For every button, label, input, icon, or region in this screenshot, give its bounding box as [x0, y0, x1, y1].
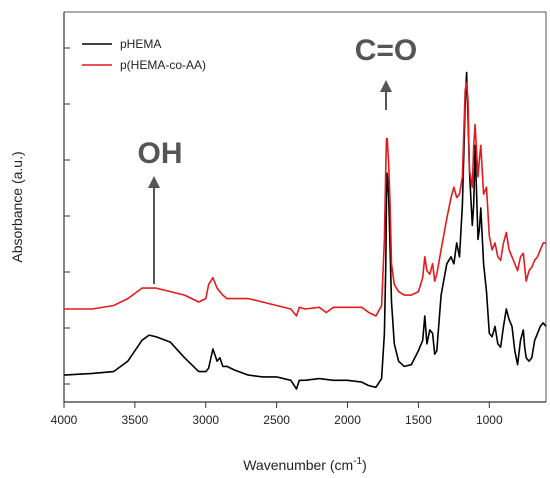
annotation-oh-label: OH — [138, 137, 183, 170]
annotation-co-arrow-head — [380, 80, 392, 92]
y-axis-title: Absorbance (a.u.) — [9, 151, 25, 262]
x-tick-label-2000: 2000 — [334, 413, 361, 427]
plot-frame — [63, 11, 547, 403]
legend-label-phema-co-aa: p(HEMA-co-AA) — [120, 58, 206, 72]
x-ticks: 4000 3500 3000 2500 2000 1500 1000 — [51, 402, 503, 427]
series-line-0 — [63, 71, 547, 390]
legend: pHEMA p(HEMA-co-AA) — [82, 37, 206, 72]
series-line-1 — [64, 82, 546, 317]
legend-label-phema: pHEMA — [120, 37, 161, 51]
x-axis-title-superscript: -1 — [353, 456, 362, 467]
annotation-co: C=O — [355, 34, 418, 110]
x-tick-label-3500: 3500 — [122, 413, 149, 427]
y-ticks — [64, 47, 70, 385]
x-tick-label-2500: 2500 — [263, 413, 290, 427]
annotation-oh: OH — [138, 137, 183, 284]
x-tick-label-4000: 4000 — [51, 413, 78, 427]
x-tick-label-1000: 1000 — [476, 413, 503, 427]
annotation-oh-arrow-head — [148, 176, 160, 188]
x-axis-title: Wavenumber (cm-1) — [243, 456, 367, 473]
x-axis-title-close: ) — [362, 457, 367, 473]
series-layer — [63, 71, 547, 390]
x-axis-title-main: Wavenumber (cm — [243, 457, 353, 473]
x-tick-label-1500: 1500 — [405, 413, 432, 427]
x-tick-label-3000: 3000 — [192, 413, 219, 427]
annotation-co-label: C=O — [355, 34, 418, 67]
